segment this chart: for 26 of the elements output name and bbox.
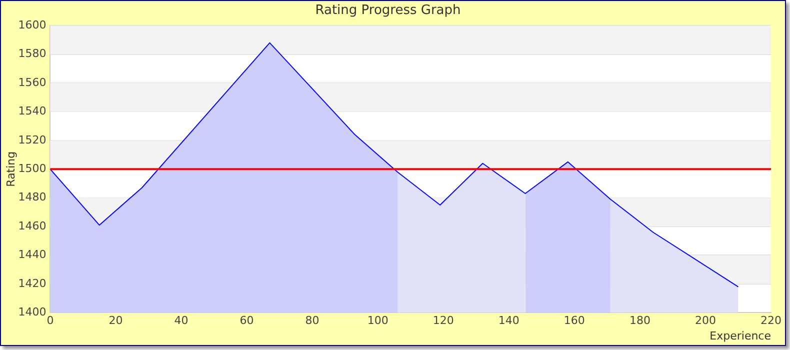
x-tick-label: 180: [629, 314, 650, 328]
y-tick-label: 1440: [18, 248, 46, 262]
y-axis-title: Rating: [4, 151, 18, 187]
x-tick-label: 120: [432, 314, 454, 328]
x-tick-label: 220: [760, 314, 782, 328]
y-tick-label: 1480: [18, 190, 46, 204]
y-tick-label: 1500: [18, 162, 46, 175]
x-tick-label: 160: [564, 314, 585, 328]
x-tick-label: 40: [174, 314, 188, 328]
x-tick-label: 60: [240, 314, 254, 328]
x-tick-label: 140: [498, 314, 520, 328]
y-tick-label: 1580: [18, 47, 46, 60]
y-tick-label: 1520: [18, 133, 46, 146]
x-axis-title: Experience: [710, 329, 772, 342]
chart-title: Rating Progress Graph: [315, 3, 461, 18]
y-tick-label: 1540: [18, 104, 46, 118]
x-tick-label: 20: [108, 314, 123, 328]
x-tick-label: 100: [367, 314, 388, 328]
y-tick-label: 1420: [18, 276, 46, 290]
x-tick-label: 80: [305, 314, 320, 328]
y-tick-label: 1460: [18, 219, 46, 232]
y-tick-label: 1560: [18, 76, 46, 89]
x-tick-label: 200: [694, 314, 716, 328]
y-tick-label: 1400: [18, 305, 46, 318]
y-tick-label: 1600: [18, 18, 46, 32]
x-tick-label: 0: [46, 314, 54, 328]
